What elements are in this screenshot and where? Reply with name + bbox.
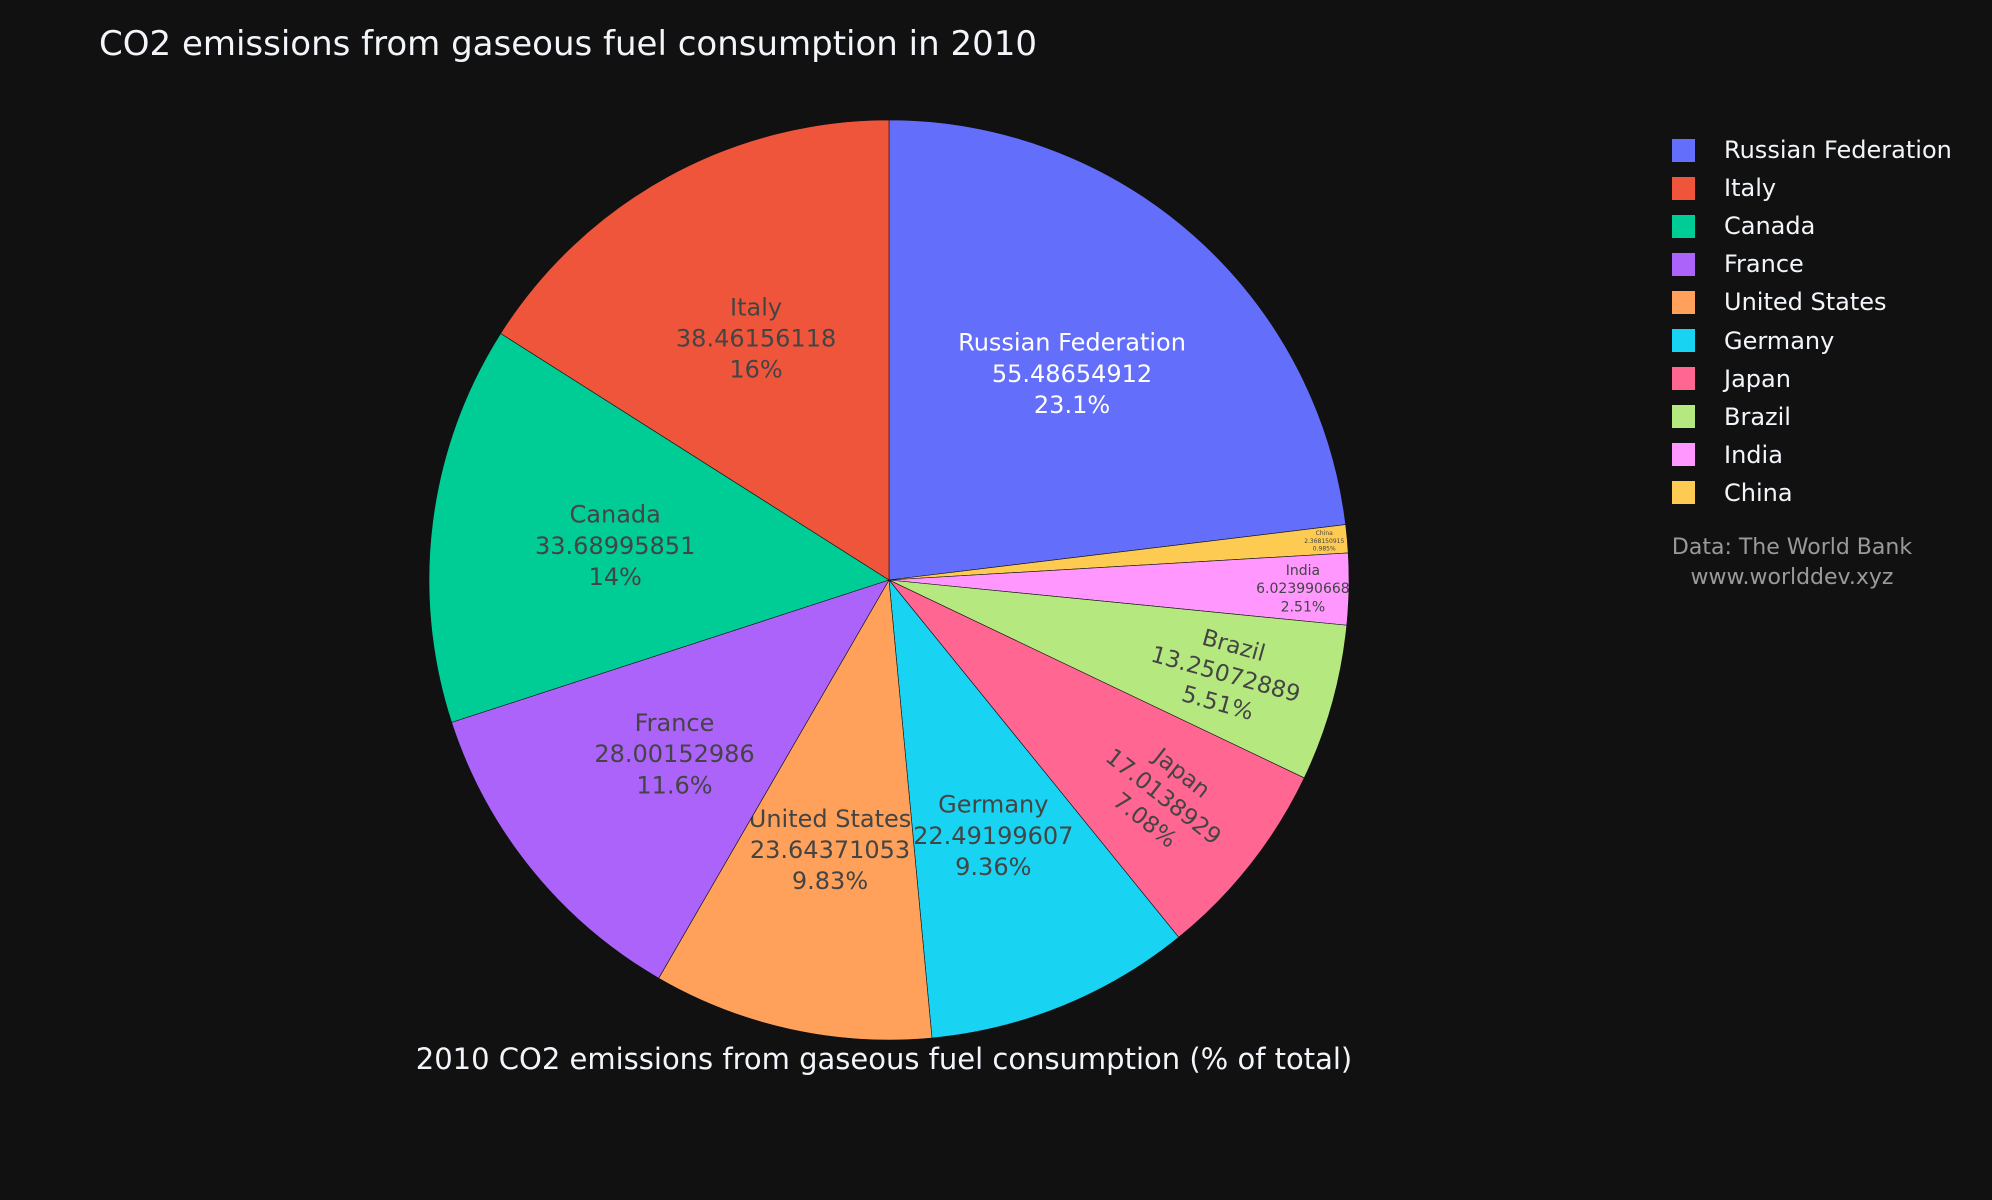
legend-item-china[interactable]: China xyxy=(1672,474,1952,512)
legend-item-united-states[interactable]: United States xyxy=(1672,283,1952,321)
pie-slice-brazil[interactable] xyxy=(888,579,1348,779)
legend-label: India xyxy=(1724,440,1783,469)
slice-value: 23.64371053 xyxy=(750,836,910,864)
legend-label: China xyxy=(1724,478,1793,507)
source-line-2: www.worlddev.xyz xyxy=(1690,565,1894,590)
pie-slice-france[interactable] xyxy=(451,579,890,979)
legend-swatch xyxy=(1672,214,1695,238)
slice-name: Italy xyxy=(730,293,782,321)
slice-label-france: France 28.00152986 11.6% xyxy=(594,709,754,799)
slice-label-russian-federation: Russian Federation 55.48654912 23.1% xyxy=(958,329,1186,419)
legend-label: France xyxy=(1724,250,1804,279)
legend-label: United States xyxy=(1724,288,1887,317)
pie-slice-japan[interactable] xyxy=(888,579,1305,938)
slice-name: India xyxy=(1286,563,1320,579)
source-line-1: Data: The World Bank xyxy=(1671,535,1913,560)
legend-swatch xyxy=(1672,367,1695,391)
source-note: Data: The World Bank www.worlddev.xyz xyxy=(1622,533,1962,593)
slice-value: 2.368150915 xyxy=(1304,538,1344,545)
slice-label-italy: Italy 38.46156118 16% xyxy=(676,293,836,383)
slice-percent: 2.51% xyxy=(1281,599,1325,615)
legend-swatch xyxy=(1672,176,1695,200)
legend-label: Canada xyxy=(1724,212,1816,241)
legend: Russian Federation Italy Canada France Unite… xyxy=(1672,131,1952,512)
pie-slice-russian-federation[interactable] xyxy=(888,119,1346,581)
legend-label: Japan xyxy=(1724,364,1791,393)
chart-title: CO2 emissions from gaseous fuel consumpt… xyxy=(99,24,1037,64)
slice-value: 22.49199607 xyxy=(913,822,1073,850)
legend-item-india[interactable]: India xyxy=(1672,436,1952,474)
legend-item-germany[interactable]: Germany xyxy=(1672,321,1952,359)
slice-value: 55.48654912 xyxy=(992,360,1152,388)
slice-percent: 14% xyxy=(588,563,641,591)
slice-value: 38.46156118 xyxy=(676,325,836,353)
legend-item-brazil[interactable]: Brazil xyxy=(1672,398,1952,436)
legend-item-canada[interactable]: Canada xyxy=(1672,207,1952,245)
slice-percent: 9.36% xyxy=(955,853,1031,881)
pie-caption: 2010 CO2 emissions from gaseous fuel con… xyxy=(415,1042,1353,1076)
slice-percent: 16% xyxy=(729,356,782,384)
slice-name: Germany xyxy=(938,791,1048,819)
pie-slice-germany[interactable] xyxy=(888,579,1180,1039)
pie-slice-italy[interactable] xyxy=(500,119,890,581)
slice-percent: 0.985% xyxy=(1313,546,1336,553)
pie-slice-united-states[interactable] xyxy=(658,579,933,1041)
slice-label-india: India 6.023990668 2.51% xyxy=(1256,563,1350,615)
slice-label-united-states: United States 23.64371053 9.83% xyxy=(749,805,912,895)
legend-label: Brazil xyxy=(1724,402,1791,431)
slice-percent: 9.83% xyxy=(792,867,868,895)
legend-label: Russian Federation xyxy=(1724,136,1952,165)
slice-name: Canada xyxy=(570,501,661,529)
slice-percent: 11.6% xyxy=(636,771,712,799)
legend-swatch xyxy=(1672,443,1695,467)
slice-value: 28.00152986 xyxy=(594,740,754,768)
legend-swatch xyxy=(1672,290,1695,314)
slice-percent: 23.1% xyxy=(1034,391,1110,419)
legend-swatch xyxy=(1672,405,1695,429)
legend-item-france[interactable]: France xyxy=(1672,245,1952,283)
pie-slice-canada[interactable] xyxy=(428,333,890,723)
slice-name: France xyxy=(635,709,715,737)
legend-swatch xyxy=(1672,138,1695,162)
legend-label: Italy xyxy=(1724,174,1777,203)
legend-swatch xyxy=(1672,481,1695,505)
slice-value: 33.68995851 xyxy=(535,532,695,560)
slice-name: United States xyxy=(749,805,912,833)
legend-swatch xyxy=(1672,329,1695,353)
slice-value: 6.023990668 xyxy=(1256,581,1350,597)
legend-item-italy[interactable]: Italy xyxy=(1672,169,1952,207)
legend-label: Germany xyxy=(1724,326,1835,355)
slice-name: Russian Federation xyxy=(958,329,1186,357)
slice-name: China xyxy=(1316,530,1333,537)
legend-swatch xyxy=(1672,252,1695,276)
legend-item-japan[interactable]: Japan xyxy=(1672,360,1952,398)
legend-item-russian-federation[interactable]: Russian Federation xyxy=(1672,131,1952,169)
slice-label-germany: Germany 22.49199607 9.36% xyxy=(913,791,1073,881)
slice-label-canada: Canada 33.68995851 14% xyxy=(535,501,695,591)
